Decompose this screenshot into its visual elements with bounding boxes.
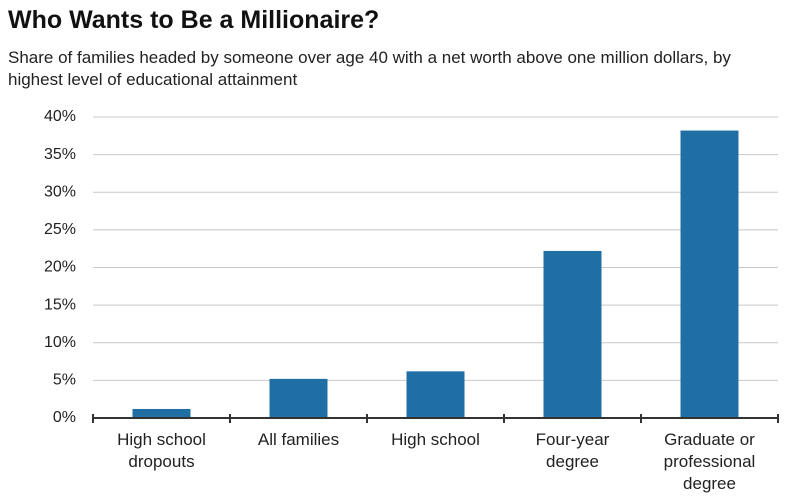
bar [132, 408, 191, 418]
chart-title: Who Wants to Be a Millionaire? [8, 6, 380, 34]
y-tick-label: 0% [53, 409, 76, 426]
y-tick-label: 5% [53, 372, 76, 389]
bar [406, 371, 465, 418]
y-tick-label: 30% [44, 183, 76, 200]
bar [543, 250, 602, 418]
x-tick-label: Graduate or professional degree [663, 430, 756, 493]
x-tick-label: All families [257, 430, 340, 449]
x-tick-label: Four-year degree [535, 430, 610, 471]
y-tick-label: 10% [44, 334, 76, 351]
y-tick-label: 25% [44, 221, 76, 238]
x-tick-label: High school [391, 430, 480, 449]
y-tick-label: 40% [44, 108, 76, 125]
y-tick-label: 15% [44, 296, 76, 313]
bar [680, 130, 739, 419]
bar [269, 378, 328, 418]
y-tick-label: 20% [44, 259, 76, 276]
chart-subtitle: Share of families headed by someone over… [8, 48, 731, 89]
y-tick-label: 35% [44, 146, 76, 163]
x-tick-label: High school dropouts [117, 430, 206, 471]
